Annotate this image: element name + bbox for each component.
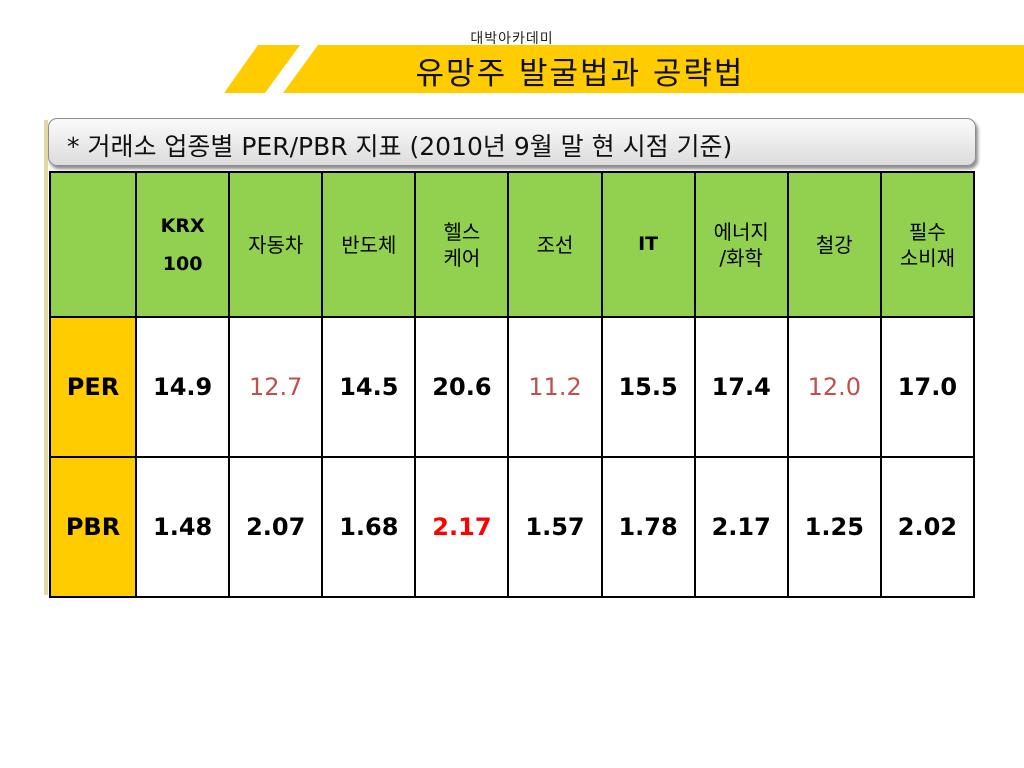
table-cell: 11.2 — [507, 316, 603, 458]
table-cell: 2.17 — [414, 456, 510, 598]
highlighted-value: 2.17 — [432, 513, 492, 541]
highlighted-value: 12.7 — [249, 373, 303, 401]
column-header-line1: 철강 — [815, 232, 853, 257]
page-title: 유망주 발굴법과 공략법 — [415, 56, 745, 92]
table-cell: 12.7 — [228, 316, 324, 458]
column-header-line1: 반도체 — [341, 232, 397, 257]
column-header-line1: KRX — [160, 214, 205, 237]
table-cell: 1.25 — [786, 456, 882, 598]
column-header: 자동차 — [228, 171, 324, 318]
column-header-line2: /화학 — [719, 245, 763, 270]
column-header: KRX 100 — [135, 171, 231, 318]
column-header-line2: 100 — [162, 252, 203, 275]
table-cell: 14.9 — [135, 316, 231, 458]
academy-name: 대박아카데미 — [470, 31, 554, 47]
table-cell: 1.57 — [507, 456, 603, 598]
table-cell: 17.4 — [693, 316, 789, 458]
table-cell: 12.0 — [786, 316, 882, 458]
banner-bar — [283, 45, 1024, 93]
column-header: 철강 — [786, 171, 882, 318]
table-cell: 14.5 — [321, 316, 417, 458]
column-header: 반도체 — [321, 171, 417, 318]
column-header-line2: 케어 — [443, 245, 481, 270]
title-banner — [224, 45, 1024, 93]
column-header-line1: 에너지 — [713, 219, 769, 244]
per-pbr-table: KRX 100 자동차 반도체 헬스 케어 조선 IT 에너지/화학 철강 필수 소비… — [48, 171, 976, 598]
column-header: 조선 — [507, 171, 603, 318]
highlighted-value: 12.0 — [807, 373, 861, 401]
subtitle-text: * 거래소 업종별 PER/PBR 지표 (2010년 9월 말 현 시점 기준… — [67, 132, 733, 161]
table-cell: 2.02 — [879, 456, 976, 598]
column-header: 필수 소비재 — [879, 171, 976, 318]
table-cell: 1.78 — [600, 456, 696, 598]
subtitle-box: * 거래소 업종별 PER/PBR 지표 (2010년 9월 말 현 시점 기준… — [48, 118, 976, 166]
column-header-line1: IT — [638, 233, 659, 256]
column-header-line2: 소비재 — [899, 245, 956, 270]
table-cell: 1.68 — [321, 456, 417, 598]
corner-cell — [48, 171, 138, 318]
column-header-line1: 헬스 — [443, 219, 481, 244]
table-cell: 15.5 — [600, 316, 696, 458]
column-header-line1: 조선 — [536, 232, 574, 257]
table-cell: 2.07 — [228, 456, 324, 598]
table-row-pbr: PBR 1.48 2.07 1.68 2.17 1.57 1.78 2.17 1… — [48, 456, 976, 598]
column-header-line1: 필수 — [909, 219, 946, 244]
left-accent-line — [44, 120, 48, 595]
highlighted-value: 11.2 — [528, 373, 582, 401]
table-row-per: PER 14.9 12.7 14.5 20.6 11.2 15.5 17.4 1… — [48, 316, 976, 458]
row-label-per: PER — [48, 316, 138, 458]
column-header: 헬스 케어 — [414, 171, 510, 318]
banner-stripe — [224, 45, 300, 93]
row-label-pbr: PBR — [48, 456, 138, 598]
table-header-row: KRX 100 자동차 반도체 헬스 케어 조선 IT 에너지/화학 철강 필수 소비… — [48, 171, 976, 318]
column-header-line1: 자동차 — [248, 232, 304, 257]
table-cell: 20.6 — [414, 316, 510, 458]
column-header: 에너지/화학 — [693, 171, 789, 318]
table-cell: 1.48 — [135, 456, 231, 598]
table-cell: 17.0 — [879, 316, 976, 458]
table-cell: 2.17 — [693, 456, 789, 598]
column-header: IT — [600, 171, 696, 318]
